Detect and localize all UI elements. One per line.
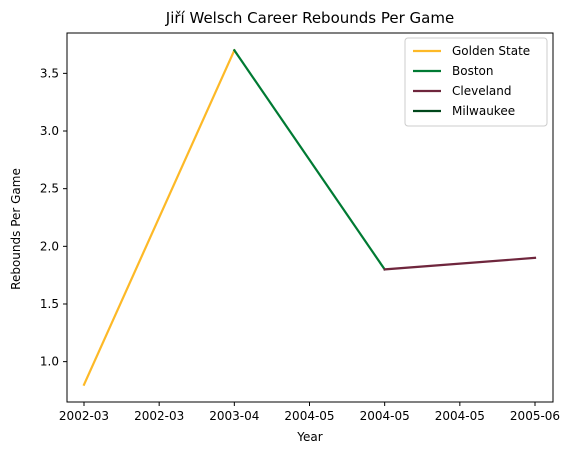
x-axis: 2002-03 2002-03 2003-04 2004-05 2004-05 2004-…	[59, 402, 560, 423]
x-tick-label: 2002-03	[134, 409, 184, 423]
legend: Golden State Boston Cleveland Milwaukee	[405, 38, 547, 126]
y-tick-label: 3.0	[40, 124, 59, 138]
y-tick-label: 1.0	[40, 355, 59, 369]
y-axis: 1.0 1.5 2.0 2.5 3.0 3.5	[40, 66, 67, 368]
y-tick-label: 1.5	[40, 297, 59, 311]
x-tick-label: 2005-06	[510, 409, 560, 423]
x-tick-label: 2002-03	[59, 409, 109, 423]
y-axis-label: Rebounds Per Game	[9, 168, 23, 290]
x-tick-label: 2003-04	[209, 409, 259, 423]
x-tick-label: 2004-05	[360, 409, 410, 423]
chart-title: Jiří Welsch Career Rebounds Per Game	[165, 9, 454, 27]
x-tick-label: 2004-05	[435, 409, 485, 423]
y-tick-label: 2.5	[40, 182, 59, 196]
x-axis-label: Year	[296, 430, 322, 444]
legend-label: Cleveland	[452, 84, 512, 98]
x-tick-label: 2004-05	[284, 409, 334, 423]
legend-label: Boston	[452, 64, 493, 78]
legend-label: Milwaukee	[452, 104, 515, 118]
y-tick-label: 2.0	[40, 239, 59, 253]
y-tick-label: 3.5	[40, 66, 59, 80]
legend-label: Golden State	[452, 44, 530, 58]
